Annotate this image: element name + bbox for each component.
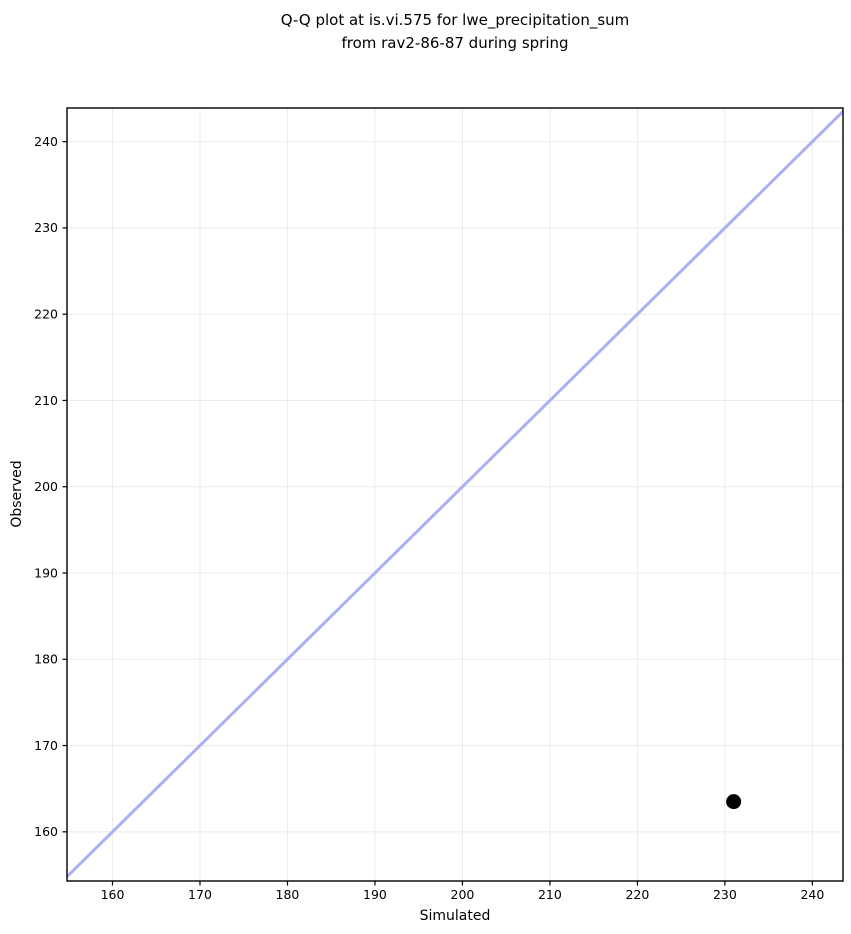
- y-tick-label: 210: [34, 393, 58, 408]
- y-tick-label: 190: [34, 565, 58, 580]
- x-tick-label: 230: [713, 887, 737, 902]
- data-point: [726, 794, 742, 810]
- y-tick-label: 160: [34, 824, 58, 839]
- y-tick-label: 180: [34, 652, 58, 667]
- x-tick-label: 160: [101, 887, 125, 902]
- identity-line: [67, 109, 843, 879]
- plot-border: [66, 107, 844, 882]
- y-tick-label: 240: [34, 134, 58, 149]
- x-axis-label: Simulated: [419, 908, 491, 924]
- x-tick-label: 170: [188, 887, 212, 902]
- y-tick-label: 200: [34, 479, 58, 494]
- x-tick-label: 240: [800, 887, 824, 902]
- y-axis-label: Observed: [9, 460, 25, 528]
- y-tick-label: 170: [34, 738, 58, 753]
- x-tick-label: 210: [538, 887, 562, 902]
- x-tick-label: 190: [363, 887, 387, 902]
- x-tick-label: 220: [625, 887, 649, 902]
- y-tick-label: 220: [34, 306, 58, 321]
- x-tick-label: 180: [276, 887, 300, 902]
- x-tick-label: 200: [451, 887, 475, 902]
- chart-title: Q-Q plot at is.vi.575 for lwe_precipitat…: [280, 11, 630, 52]
- y-tick-label: 230: [34, 220, 58, 235]
